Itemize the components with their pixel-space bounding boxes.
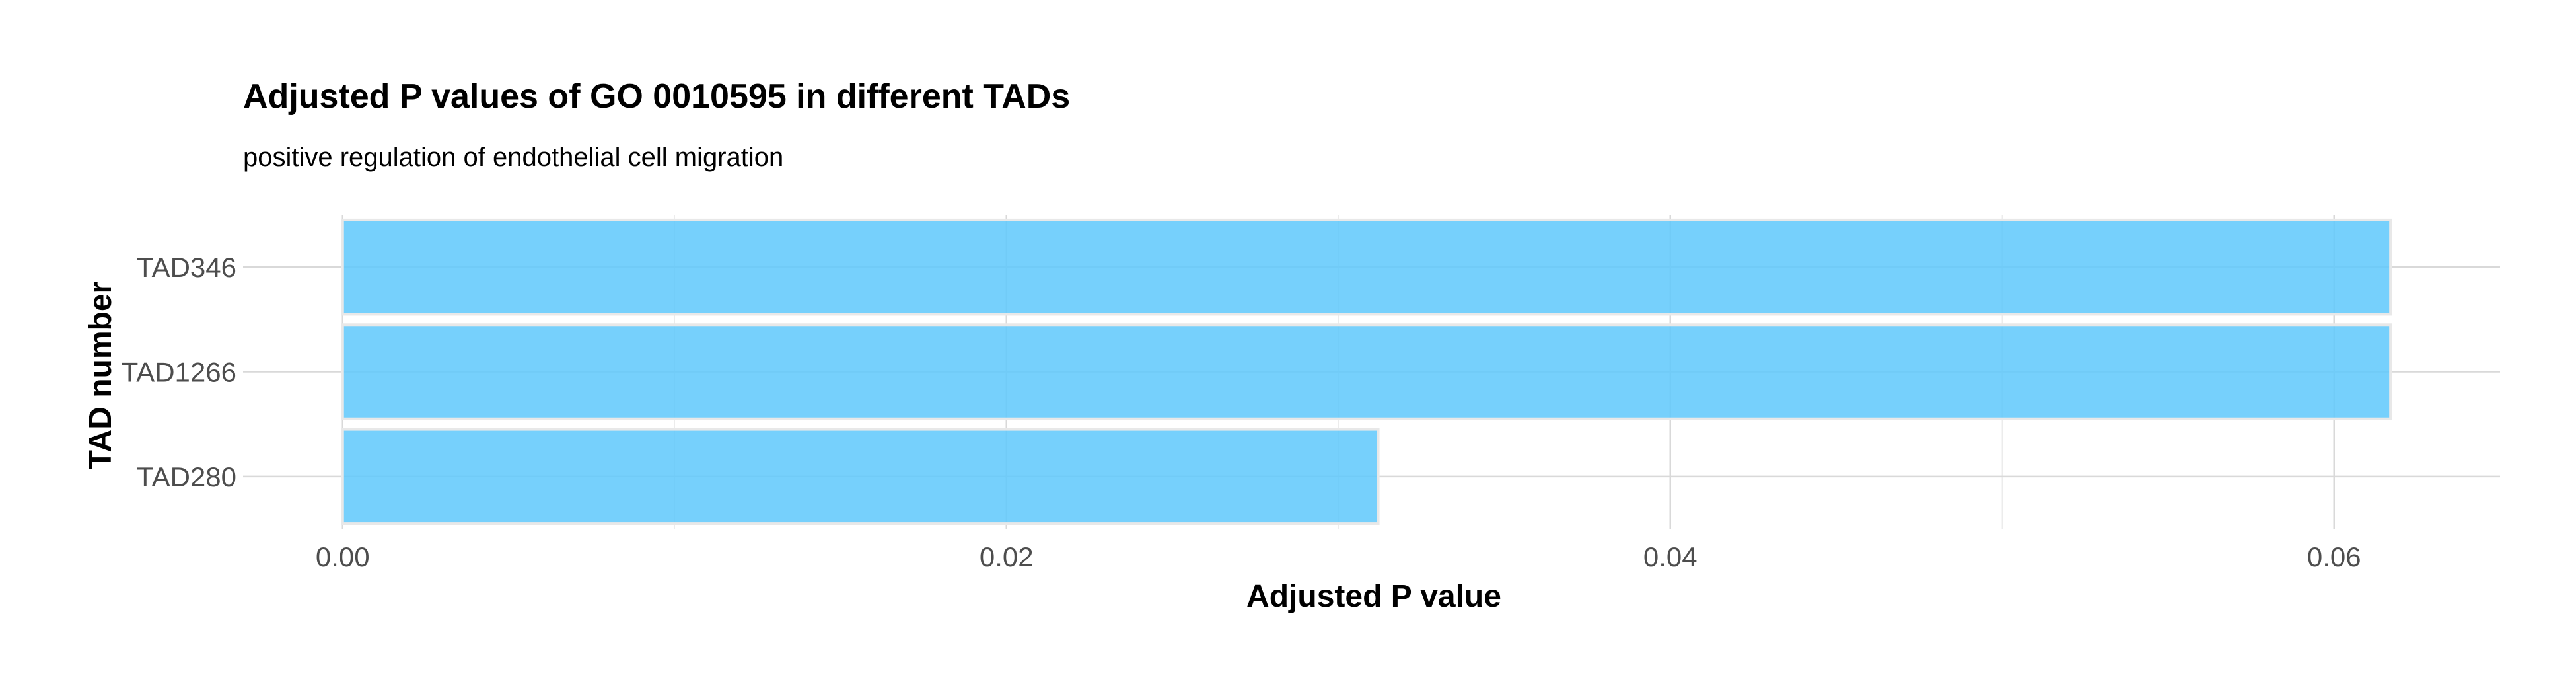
bars: [341, 218, 2392, 525]
bar-tad1266: [341, 323, 2392, 420]
y-axis-title: TAD number: [83, 282, 118, 469]
chart-title: Adjusted P values of GO 0010595 in diffe…: [243, 77, 1070, 116]
y-tick-label: TAD346: [137, 252, 236, 283]
bar-tad346: [341, 218, 2392, 316]
chart-subtitle: positive regulation of endothelial cell …: [243, 143, 783, 172]
x-tick-label: 0.00: [316, 541, 370, 572]
x-tick-labels: 0.00 0.02 0.04 0.06: [316, 541, 2361, 572]
y-tick-label: TAD1266: [122, 357, 236, 388]
bar-tad280: [341, 428, 1380, 525]
x-tick-label: 0.06: [2307, 541, 2361, 572]
y-tick-labels: TAD346 TAD1266 TAD280: [122, 252, 236, 492]
x-axis-title: Adjusted P value: [1246, 579, 1501, 614]
x-tick-label: 0.02: [980, 541, 1034, 572]
x-tick-label: 0.04: [1643, 541, 1698, 572]
y-tick-label: TAD280: [137, 461, 236, 492]
